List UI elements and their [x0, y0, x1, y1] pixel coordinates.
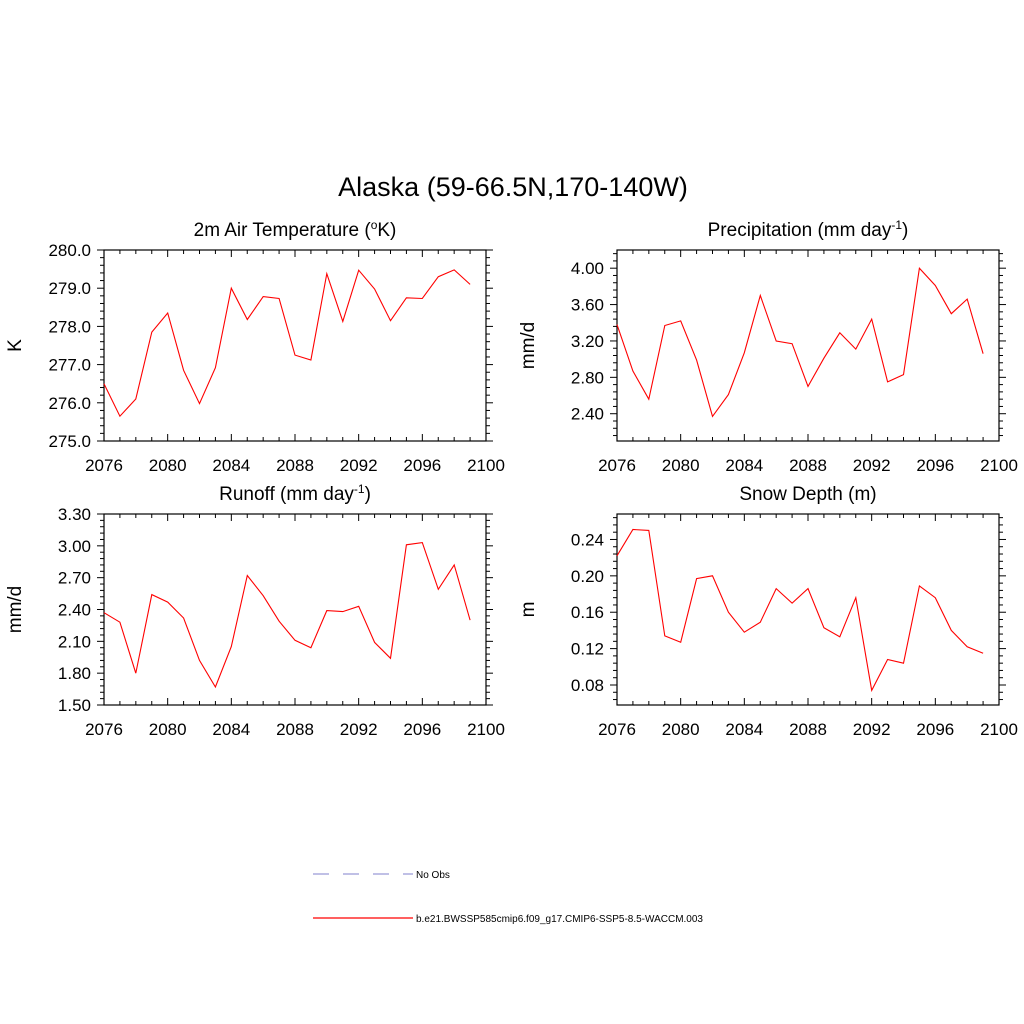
precipitation-plot-frame — [616, 249, 1000, 442]
snow-depth-x-tick-label: 2092 — [853, 720, 891, 739]
runoff-x-tick-label: 2088 — [276, 720, 314, 739]
snow-depth-plot-frame — [616, 513, 1000, 706]
snow-depth-panel: 2076 2080 2084 2088 2092 2096 2100 0.08 0.12 0.16… — [518, 484, 1018, 739]
legend: No Obs b.e21.BWSSP585cmip6.f09_g17.CMIP6-… — [313, 870, 703, 925]
legend-entry: b.e21.BWSSP585cmip6.f09_g17.CMIP6-SSP5-8… — [313, 914, 703, 925]
runoff-y-tick-label: 2.10 — [58, 632, 91, 651]
runoff-x-tick-label: 2100 — [467, 720, 505, 739]
runoff-x-tick-label: 2092 — [340, 720, 378, 739]
runoff-panel: 2076 2080 2084 2088 2092 2096 2100 1.50 1.80 2.10… — [5, 482, 505, 739]
air-temperature-y-tick-label: 280.0 — [48, 241, 91, 260]
air-temperature-y-tick-label: 276.0 — [48, 394, 91, 413]
runoff-plot-frame — [103, 513, 487, 706]
precipitation-series-line — [616, 266, 984, 418]
precipitation-x-tick-label: 2080 — [662, 456, 700, 475]
snow-depth-y-tick-label: 0.20 — [571, 567, 604, 586]
air-temperature-x-tick-label: 2092 — [340, 456, 378, 475]
air-temperature-x-tick-label: 2076 — [85, 456, 123, 475]
air-temperature-x-tick-label: 2096 — [403, 456, 441, 475]
runoff-y-tick-label: 1.80 — [58, 664, 91, 683]
runoff-x-tick-label: 2096 — [403, 720, 441, 739]
snow-depth-x-tick-label: 2088 — [789, 720, 827, 739]
legend-entry: No Obs — [313, 870, 450, 881]
runoff-y-tick-label: 2.70 — [58, 569, 91, 588]
air-temperature-series-line — [103, 269, 471, 418]
snow-depth-y-axis-label: m — [518, 602, 539, 618]
chart-panels: 2076 2080 2084 2088 2092 2096 2100 275.0 276.0 27… — [5, 218, 1018, 739]
air-temperature-y-axis-label: K — [5, 339, 26, 352]
precipitation-x-tick-label: 2076 — [598, 456, 636, 475]
precipitation-x-tick-label: 2088 — [789, 456, 827, 475]
snow-depth-x-tick-label: 2080 — [662, 720, 700, 739]
air-temperature-x-tick-label: 2084 — [212, 456, 250, 475]
precipitation-x-tick-label: 2092 — [853, 456, 891, 475]
snow-depth-x-tick-label: 2084 — [725, 720, 763, 739]
air-temperature-x-tick-label: 2080 — [149, 456, 187, 475]
snow-depth-series-line — [616, 528, 984, 693]
snow-depth-y-tick-label: 0.24 — [571, 530, 604, 549]
legend-label: b.e21.BWSSP585cmip6.f09_g17.CMIP6-SSP5-8… — [416, 914, 703, 925]
precipitation-y-tick-label: 3.60 — [571, 296, 604, 315]
snow-depth-y-tick-label: 0.16 — [571, 603, 604, 622]
runoff-series-line — [103, 541, 471, 689]
air-temperature-y-tick-label: 279.0 — [48, 279, 91, 298]
air-temperature-x-tick-label: 2100 — [467, 456, 505, 475]
runoff-y-tick-label: 2.40 — [58, 601, 91, 620]
snow-depth-x-tick-label: 2076 — [598, 720, 636, 739]
runoff-y-tick-label: 1.50 — [58, 696, 91, 715]
snow-depth-x-tick-label: 2100 — [980, 720, 1018, 739]
precipitation-y-tick-label: 3.20 — [571, 332, 604, 351]
air-temperature-panel: 2076 2080 2084 2088 2092 2096 2100 275.0 276.0 27… — [5, 218, 505, 475]
air-temperature-plot-frame — [103, 249, 487, 442]
snow-depth-y-tick-label: 0.12 — [571, 640, 604, 659]
air-temperature-y-tick-label: 275.0 — [48, 432, 91, 451]
precipitation-x-tick-label: 2084 — [725, 456, 763, 475]
legend-label: No Obs — [416, 870, 450, 881]
runoff-y-tick-label: 3.00 — [58, 537, 91, 556]
runoff-x-tick-label: 2084 — [212, 720, 250, 739]
runoff-y-tick-label: 3.30 — [58, 505, 91, 524]
snow-depth-x-tick-label: 2096 — [916, 720, 954, 739]
air-temperature-y-tick-label: 278.0 — [48, 317, 91, 336]
precipitation-y-tick-label: 4.00 — [571, 259, 604, 278]
snow-depth-title: Snow Depth (m) — [739, 484, 876, 505]
page-title: Alaska (59-66.5N,170-140W) — [338, 172, 688, 202]
precipitation-y-tick-label: 2.40 — [571, 405, 604, 424]
air-temperature-y-tick-label: 277.0 — [48, 356, 91, 375]
snow-depth-y-tick-label: 0.08 — [571, 676, 604, 695]
air-temperature-title: 2m Air Temperature (oK) — [194, 218, 397, 241]
precipitation-y-tick-label: 2.80 — [571, 368, 604, 387]
runoff-x-tick-label: 2080 — [149, 720, 187, 739]
air-temperature-x-tick-label: 2088 — [276, 456, 314, 475]
precipitation-panel: 2076 2080 2084 2088 2092 2096 2100 2.40 2.80 3.20… — [518, 218, 1018, 475]
precipitation-y-axis-label: mm/d — [518, 322, 539, 370]
runoff-y-axis-label: mm/d — [5, 586, 26, 634]
precipitation-x-tick-label: 2096 — [916, 456, 954, 475]
runoff-title: Runoff (mm day-1) — [219, 482, 371, 505]
runoff-x-tick-label: 2076 — [85, 720, 123, 739]
precipitation-title: Precipitation (mm day-1) — [708, 218, 909, 241]
precipitation-x-tick-label: 2100 — [980, 456, 1018, 475]
